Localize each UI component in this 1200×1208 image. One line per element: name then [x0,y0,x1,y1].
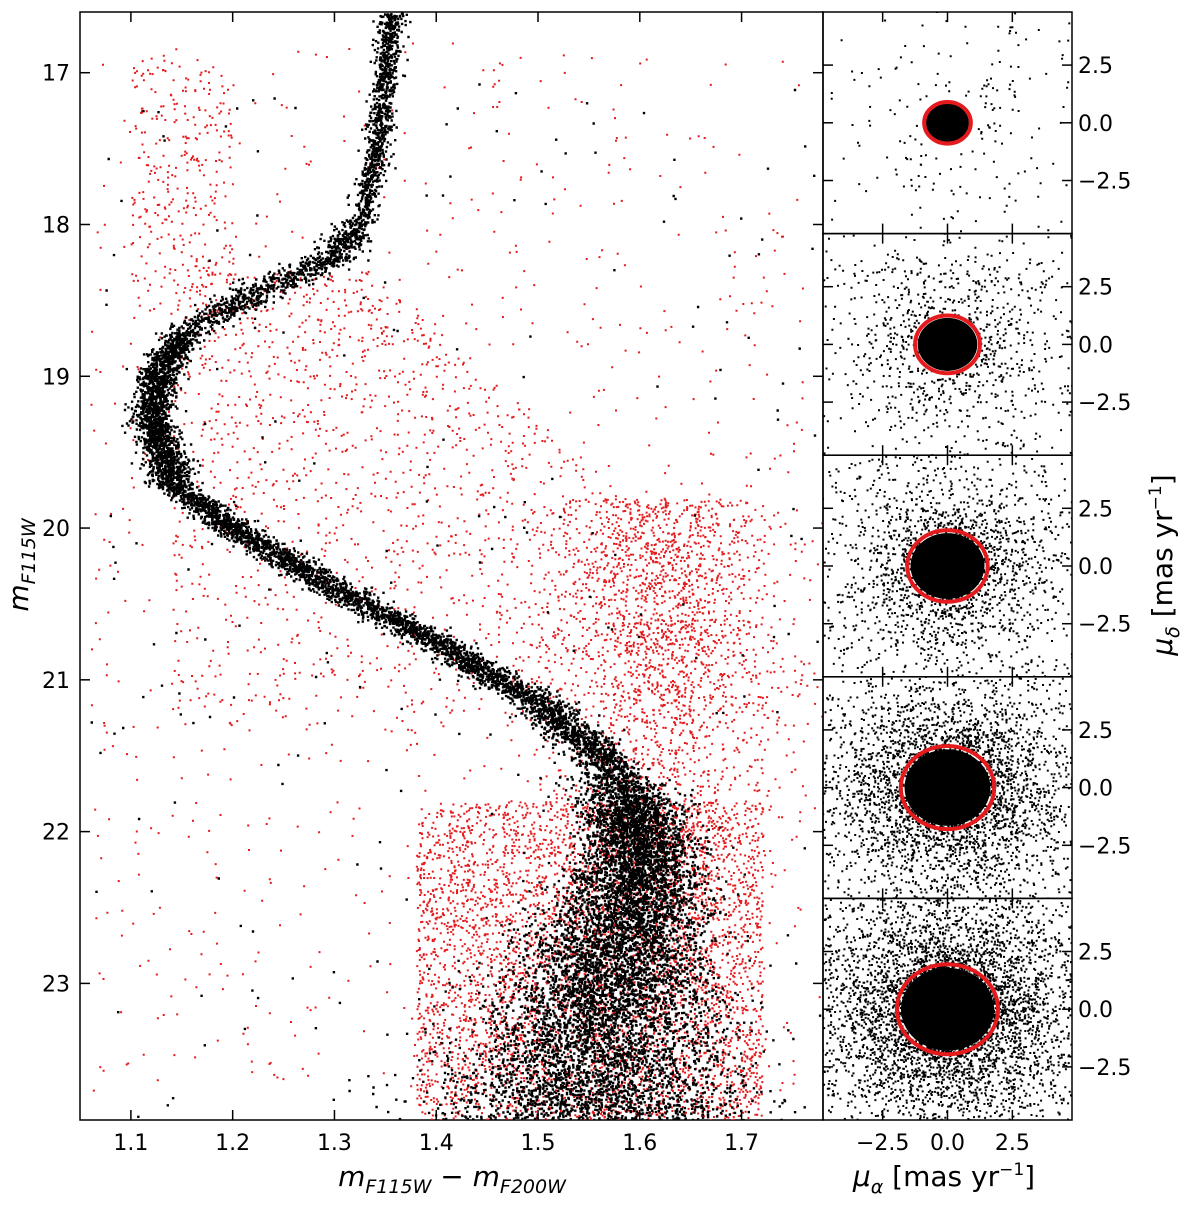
cmd-xtick-label: 1.5 [521,1131,556,1156]
vpd-panel: 2.5 0.0 −2.5 [822,11,1131,235]
vpd-ytick-label: −2.5 [1078,391,1131,416]
vpd-core [904,749,991,826]
vpd-points [830,12,1071,233]
vpd-panel: 2.5 0.0 −2.5 [822,232,1131,456]
cmd-ytick-label: 21 [42,669,70,694]
vpd-column: 2.5 0.0 −2.5 2.5 0.0 −2.5 2.5 0.0 −2.5 2.5 0.0 −2.5… [822,11,1131,1156]
cmd-xtick-label: 1.6 [622,1131,657,1156]
vpd-panel: 2.5 0.0 −2.5 −2.5 0.0 2.5 [822,897,1131,1156]
vpd-ytick-label: 2.5 [1078,940,1113,965]
vpd-ytick-label: −2.5 [1078,170,1131,195]
cmd-ticks: 1.1 1.2 1.3 1.4 1.5 1.6 1.7 17 18 19 20 21 22 23 [42,12,823,1156]
cmd-ylabel: mF115W [2,517,40,611]
cmd-frame [79,11,824,1121]
vpd-points [823,898,1072,1121]
cmd-points [90,12,823,1120]
cmd-ytick-label: 20 [42,517,70,542]
cmd-xtick-label: 1.1 [113,1131,148,1156]
vpd-selection-circle [922,100,973,146]
cmd-xtick-label: 1.3 [317,1131,352,1156]
vpd-points [823,676,1072,899]
cmd-panel: 1.1 1.2 1.3 1.4 1.5 1.6 1.7 17 18 19 20 21 22 23 mF11… [2,11,824,1198]
vpd-ytick-label: 0.0 [1078,998,1113,1023]
cmd-black-points [90,12,823,1120]
cmd-xtick-label: 1.4 [419,1131,454,1156]
vpd-ytick-label: 2.5 [1078,54,1113,79]
vpd-xlabel: μα [mas yr−1] [852,1160,1035,1198]
cmd-xtick-label: 1.7 [724,1131,759,1156]
cmd-ytick-label: 19 [42,365,70,390]
vpd-core [900,967,995,1051]
vpd-xtick-label: −2.5 [856,1131,909,1156]
vpd-core [910,533,985,599]
vpd-panel: 2.5 0.0 −2.5 [822,676,1131,900]
vpd-core [926,103,969,142]
cmd-red-points [90,42,823,1120]
vpd-ytick-label: 2.5 [1078,719,1113,744]
vpd-selection-circle [894,962,1001,1057]
vpd-xtick-label: 2.5 [995,1131,1030,1156]
vpd-xtick-label: 0.0 [930,1131,965,1156]
cmd-ytick-label: 18 [42,213,70,238]
vpd-ytick-label: 2.5 [1078,276,1113,301]
cmd-ytick-label: 22 [42,821,70,846]
vpd-selection-circle [913,313,982,376]
cmd-xtick-label: 1.2 [215,1131,250,1156]
vpd-ytick-label: 0.0 [1078,777,1113,802]
vpd-ytick-label: −2.5 [1078,613,1131,638]
cmd-xlabel: mF115W − mF200W [338,1160,567,1198]
vpd-ytick-label: 0.0 [1078,333,1113,358]
vpd-selection-circle [898,744,997,832]
vpd-selection-circle [905,528,990,604]
vpd-ytick-label: 2.5 [1078,497,1113,522]
vpd-ylabel: μδ [mas yr−1] [1146,474,1184,656]
vpd-ytick-label: −2.5 [1078,834,1131,859]
vpd-core [917,317,978,371]
cmd-ytick-label: 17 [42,62,70,87]
cmd-ytick-label: 23 [42,972,70,997]
vpd-ytick-label: 0.0 [1078,112,1113,137]
vpd-ytick-label: −2.5 [1078,1056,1131,1081]
vpd-ytick-label: 0.0 [1078,555,1113,580]
vpd-points [823,455,1072,677]
vpd-panel: 2.5 0.0 −2.5 [822,454,1131,678]
